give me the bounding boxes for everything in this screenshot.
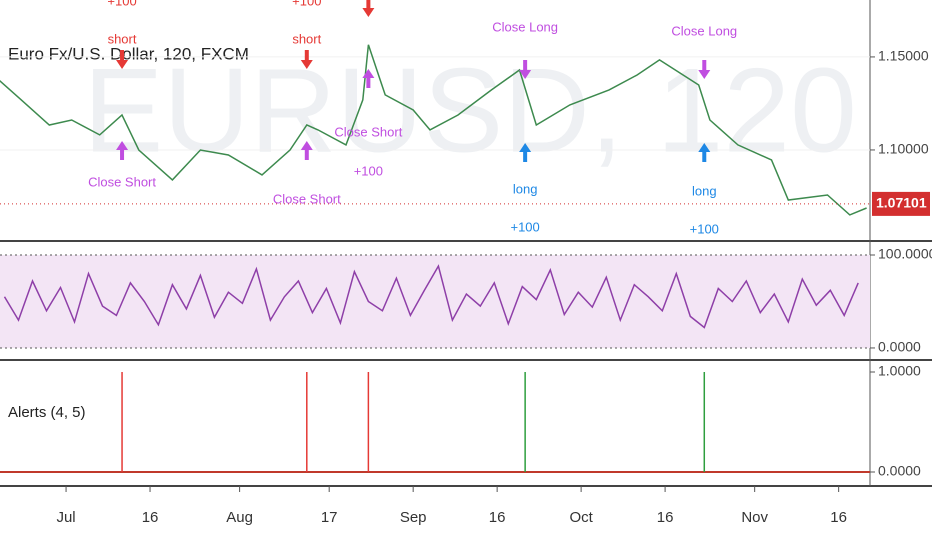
pane-title: Alerts (4, 5) <box>8 404 86 421</box>
chart-title: Euro Fx/U.S. Dollar, 120, FXCM <box>8 44 249 63</box>
trade-annotation: short <box>292 31 321 46</box>
x-tick-label: Oct <box>569 509 593 526</box>
trade-annotation: Close Long <box>492 19 558 34</box>
trade-annotation: +100 <box>510 219 539 234</box>
x-tick-label: Jul <box>56 509 75 526</box>
trade-annotation: +100 <box>107 0 136 8</box>
signal-arrow <box>362 0 375 17</box>
signal-arrow <box>116 141 129 160</box>
signal-arrow <box>519 143 532 162</box>
signal-arrow <box>300 141 313 160</box>
x-tick-label: 16 <box>830 509 847 526</box>
y-tick-label: 100.0000 <box>878 246 932 262</box>
y-tick-label: 0.0000 <box>878 463 921 479</box>
trade-annotation: short <box>108 31 137 46</box>
x-tick-label: 16 <box>142 509 159 526</box>
x-tick-label: 16 <box>657 509 674 526</box>
y-tick-label: 1.0000 <box>878 363 921 379</box>
watermark: EURUSD, 120 <box>83 44 857 178</box>
y-tick-label: 1.10000 <box>878 141 929 157</box>
trade-annotation: +100 <box>292 0 321 8</box>
signal-arrow <box>698 60 711 79</box>
x-tick-label: Aug <box>226 509 253 526</box>
signal-arrow <box>116 50 129 69</box>
y-tick-label: 1.15000 <box>878 48 929 64</box>
trade-annotation: long <box>692 183 717 198</box>
signal-arrow <box>519 60 532 79</box>
x-tick-label: Nov <box>741 509 768 526</box>
last-price-box <box>872 191 930 216</box>
x-tick-label: Sep <box>400 509 427 526</box>
signal-arrow <box>362 69 375 88</box>
trade-annotation: Close Long <box>671 23 737 38</box>
signal-arrow <box>300 50 313 69</box>
last-price-label: 1.07101 <box>876 195 927 211</box>
x-tick-label: 16 <box>489 509 506 526</box>
series-line <box>3 264 859 329</box>
band <box>0 254 870 348</box>
signal-arrow <box>698 143 711 162</box>
trade-annotation: Close Short <box>334 124 402 139</box>
trade-annotation: Close Short <box>88 174 156 189</box>
trade-annotation: Close Short <box>273 191 341 206</box>
trade-annotation: long <box>513 181 538 196</box>
trade-annotation: +100 <box>690 221 719 236</box>
y-tick-label: 0.0000 <box>878 339 921 355</box>
x-tick-label: 17 <box>321 509 338 526</box>
trade-annotation: +100 <box>354 163 383 178</box>
series-line <box>0 44 867 216</box>
